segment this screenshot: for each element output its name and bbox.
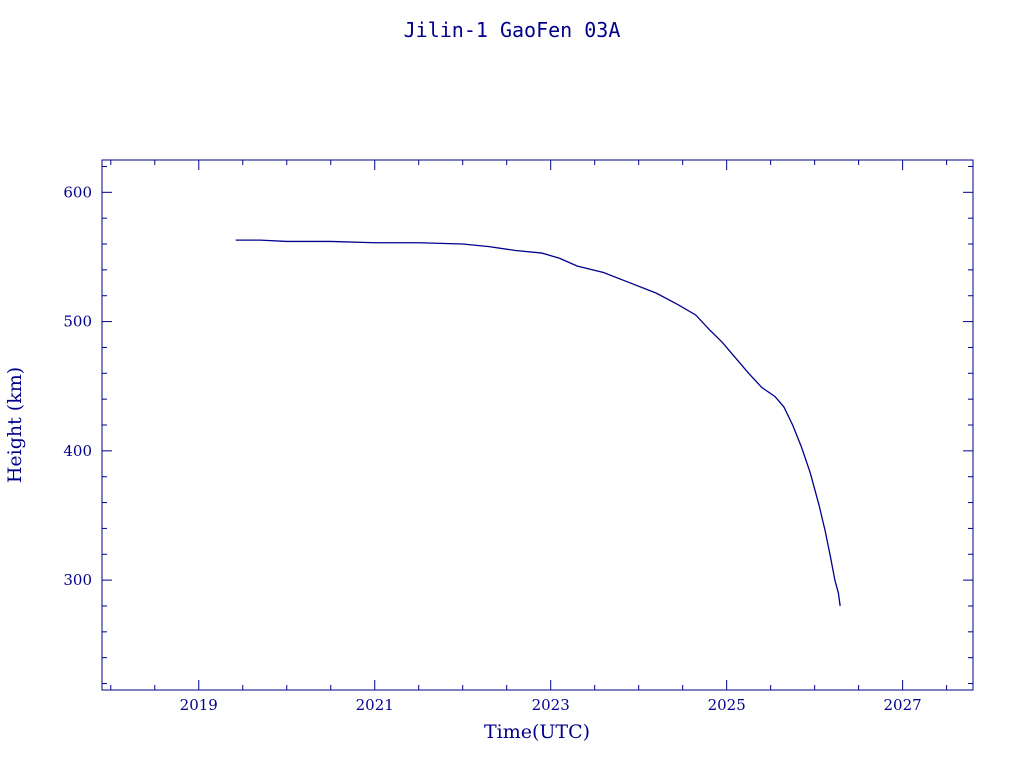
y-axis-label: Height (km) <box>4 367 26 483</box>
chart-title: Jilin-1 GaoFen 03A <box>404 18 621 42</box>
x-tick-label: 2027 <box>884 696 922 714</box>
x-tick-label: 2023 <box>532 696 570 714</box>
y-tick-label: 500 <box>63 313 92 331</box>
y-tick-labels: 300 400 500 600 <box>63 183 92 589</box>
x-tick-label: 2021 <box>356 696 394 714</box>
x-axis-label: Time(UTC) <box>484 721 590 743</box>
x-tick-labels: 2019 2021 2023 2025 2027 <box>180 696 922 714</box>
y-tick-label: 600 <box>63 183 92 201</box>
axis-ticks <box>102 160 973 690</box>
x-tick-label: 2025 <box>708 696 746 714</box>
y-tick-label: 400 <box>63 442 92 460</box>
series-line-height <box>235 239 841 607</box>
plot-frame <box>101 159 974 691</box>
y-tick-label: 300 <box>63 571 92 589</box>
x-tick-label: 2019 <box>180 696 218 714</box>
